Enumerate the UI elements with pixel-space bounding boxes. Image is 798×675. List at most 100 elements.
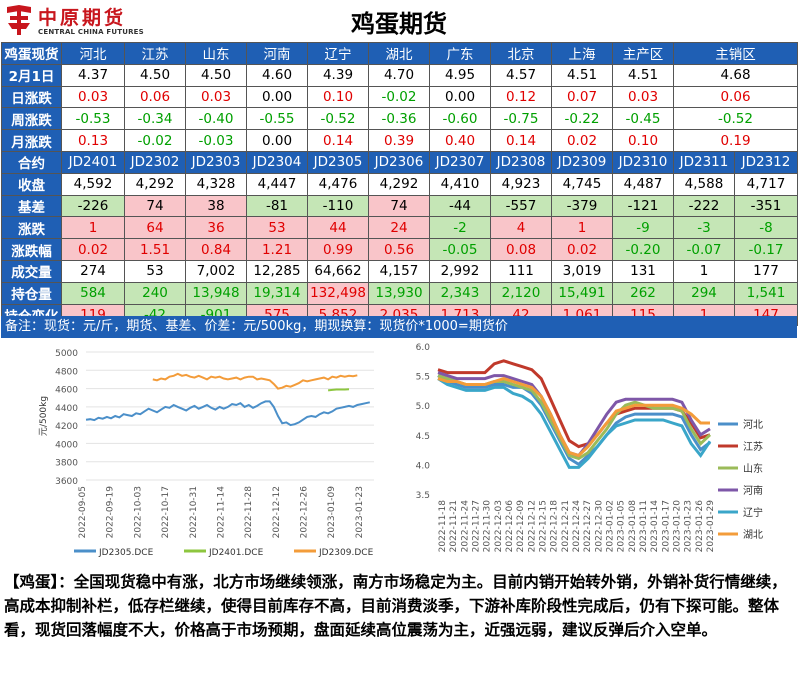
table-cell: 7,002 <box>185 259 247 283</box>
table-cell: 0.13 <box>61 129 125 152</box>
contract-header: JD2312 <box>734 150 798 174</box>
table-cell: 2,120 <box>490 281 552 305</box>
y-tick-label: 3800 <box>55 459 78 469</box>
row-label: 周涨跌 <box>1 107 62 131</box>
y-tick-label: 4.0 <box>416 461 431 471</box>
table-cell: 131 <box>612 259 674 283</box>
x-tick-label: 2023-01-17 <box>661 500 671 552</box>
market-commentary: 【鸡蛋】：全国现货稳中有涨，北方市场继续领涨，南方市场稳定为主。目前内销开始转外… <box>4 573 787 639</box>
region-header: 辽宁 <box>307 42 369 65</box>
table-row: 涨跌幅 0.02 1.51 0.84 1.21 0.99 0.56 -0.05 0.08 0.02… <box>1 238 798 261</box>
table-row: 收盘 4,592 4,292 4,328 4,447 4,476 4,292 4,410 4,9… <box>1 172 798 196</box>
table-cell: -0.22 <box>551 107 613 131</box>
legend-label: JD2309.DCE <box>318 548 374 558</box>
table-cell: 274 <box>61 259 125 283</box>
table-cell: 12,285 <box>246 259 308 283</box>
table-cell: 0.06 <box>124 85 186 109</box>
contract-header: JD2308 <box>490 150 552 174</box>
table-cell: 13,930 <box>368 281 430 305</box>
table-cell: 0.07 <box>551 85 613 109</box>
page-title: 鸡蛋期货 <box>351 10 447 38</box>
x-tick-label: 2022-12-12 <box>272 486 282 538</box>
legend-label: 河北 <box>743 419 763 431</box>
y-tick-label: 4000 <box>55 440 78 450</box>
table-cell: 1 <box>673 259 735 283</box>
table-cell: 4,717 <box>734 172 798 196</box>
legend-label: 湖北 <box>743 529 763 541</box>
table-cell: 4.70 <box>368 63 430 87</box>
table-cell: -557 <box>490 194 552 218</box>
table-row: 2月1日 4.37 4.50 4.50 4.60 4.39 4.70 4.95 4.57 4.51… <box>1 63 798 87</box>
table-cell: -2 <box>429 216 491 240</box>
table-cell: 4.95 <box>429 63 491 87</box>
legend-label: 江苏 <box>743 440 763 453</box>
table-cell: -0.36 <box>368 107 430 131</box>
table-cell: 38 <box>185 194 247 218</box>
table-cell: 4.51 <box>551 63 613 87</box>
region-header: 主产区 <box>612 42 674 65</box>
table-row: 持仓量 584 240 13,948 19,314 132,498 13,930 2,343 2… <box>1 281 798 305</box>
table-cell: 4.60 <box>246 63 308 87</box>
row-label: 涨跌幅 <box>1 238 62 261</box>
legend-label: 辽宁 <box>743 506 763 519</box>
table-cell: 4.68 <box>673 63 798 87</box>
table-cell: 0.00 <box>246 85 308 109</box>
x-tick-label: 2023-01-02 <box>606 500 616 552</box>
table-cell: 4.57 <box>490 63 552 87</box>
region-header: 广东 <box>429 42 491 65</box>
table-cell: -0.02 <box>368 85 430 109</box>
table-cell: 1,541 <box>734 281 798 305</box>
logo-mark-icon <box>7 5 31 35</box>
table-cell: -44 <box>429 194 491 218</box>
table-cell: 4,292 <box>124 172 186 196</box>
logo-english-text: CENTRAL CHINA FUTURES <box>38 28 144 36</box>
table-cell: 4,487 <box>612 172 674 196</box>
table-cell: 4,588 <box>673 172 735 196</box>
x-tick-label: 2022-11-18 <box>438 500 448 553</box>
legend-label: 河南 <box>743 484 763 497</box>
table-cell: 13,948 <box>185 281 247 305</box>
table-cell: 1.21 <box>246 238 308 261</box>
table-cell: -222 <box>673 194 735 218</box>
table-cell: 0.99 <box>307 238 369 261</box>
table-cell: 0.02 <box>61 238 125 261</box>
x-tick-label: 2023-01-23 <box>684 500 694 552</box>
x-tick-label: 2022-12-24 <box>572 500 582 553</box>
y-tick-label: 3600 <box>55 477 78 487</box>
x-tick-label: 2022-10-17 <box>161 486 171 538</box>
table-cell: -8 <box>734 216 798 240</box>
contract-header: JD2305 <box>307 150 369 174</box>
table-row: 日涨跌 0.03 0.06 0.03 0.00 0.10 -0.02 0.00 0.12 0.07… <box>1 85 798 109</box>
legend-label: JD2401.DCE <box>208 548 264 558</box>
table-cell: 24 <box>368 216 430 240</box>
table-cell: 0.56 <box>368 238 430 261</box>
futures-price-chart: 5000 4800 4600 4400 4200 4000 3800 3600 元/500kg 2… <box>39 349 374 558</box>
table-row: 鸡蛋现货 河北 江苏 山东 河南 辽宁 湖北 广东 北京 上海 主产区 主销区 <box>1 42 798 65</box>
table-cell: 1 <box>551 216 613 240</box>
table-cell: 4 <box>490 216 552 240</box>
table-cell: 4,745 <box>551 172 613 196</box>
table-cell: -0.40 <box>185 107 247 131</box>
table-cell: 64 <box>124 216 186 240</box>
table-cell: -0.07 <box>673 238 735 261</box>
table-row: 涨跌 1 64 36 53 44 24 -2 4 1 -9 -3 -8 <box>1 216 798 240</box>
y-tick-label: 6.0 <box>416 343 431 353</box>
x-tick-label: 2022-12-03 <box>494 500 504 552</box>
contract-header: JD2307 <box>429 150 491 174</box>
table-cell: 4,292 <box>368 172 430 196</box>
contract-header: JD2311 <box>673 150 735 174</box>
y-tick-label: 4800 <box>55 367 78 377</box>
row-label: 收盘 <box>1 172 62 196</box>
x-tick-label: 2022-12-12 <box>527 500 537 552</box>
region-header: 河北 <box>61 42 125 65</box>
table-cell: 53 <box>246 216 308 240</box>
x-tick-label: 2022-11-21 <box>449 500 459 552</box>
contract-header: JD2302 <box>124 150 186 174</box>
x-tick-label: 2022-12-06 <box>505 500 515 553</box>
spot-header-label: 鸡蛋现货 <box>1 42 62 65</box>
legend-label: 山东 <box>743 462 763 475</box>
table-cell: 4.50 <box>124 63 186 87</box>
row-label: 月涨跌 <box>1 129 62 152</box>
x-tick-label: 2022-12-26 <box>300 486 310 539</box>
